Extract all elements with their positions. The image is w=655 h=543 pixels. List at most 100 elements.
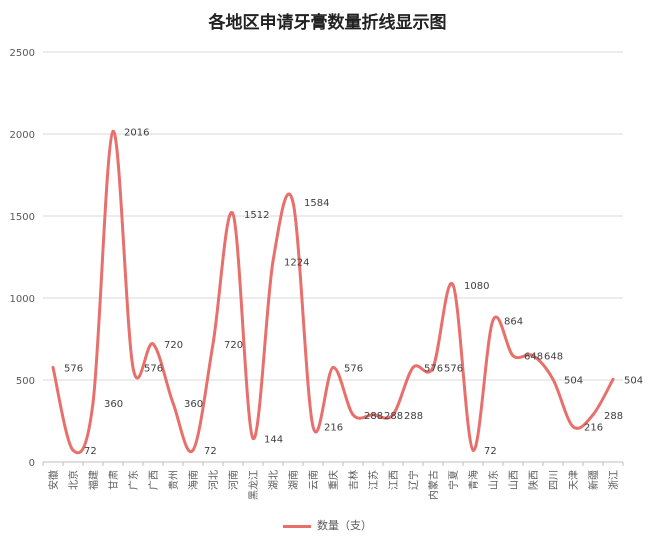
x-tick-label: 辽宁 <box>407 470 420 490</box>
data-point <box>251 436 255 440</box>
data-point <box>551 377 555 381</box>
x-tick-label: 北京 <box>67 470 80 490</box>
data-label: 360 <box>104 399 123 410</box>
data-point <box>71 448 75 452</box>
data-label: 648 <box>524 352 543 363</box>
data-point <box>291 200 295 204</box>
data-label: 576 <box>64 364 83 375</box>
x-tick-label: 甘肃 <box>107 470 120 490</box>
data-point <box>91 401 95 405</box>
x-tick-label: 安徽 <box>47 470 60 490</box>
x-tick-label: 江苏 <box>367 470 380 490</box>
y-tick-label: 1000 <box>10 294 35 305</box>
gridlines <box>43 51 623 463</box>
data-label: 648 <box>544 352 563 363</box>
x-tick-label: 贵州 <box>167 470 180 490</box>
series-layer <box>51 129 615 455</box>
x-tick-label: 吉林 <box>347 470 360 490</box>
x-tick-label: 云南 <box>307 470 320 490</box>
y-tick-label: 2500 <box>10 48 35 59</box>
data-label: 504 <box>564 375 583 386</box>
data-label: 2016 <box>124 127 149 138</box>
x-axis: 安徽 北京 福建 甘肃 广东 广西 贵州 海南 河北 河南 黑龙江 湖北 湖南 云南 重庆 吉林 江苏 江西 辽宁内… <box>42 462 624 500</box>
x-tick-label: 广东 <box>127 470 140 490</box>
x-tick-label: 海南 <box>187 470 200 490</box>
x-tick-label: 河北 <box>208 470 220 490</box>
y-axis: 0 500 1000 1500 2000 2500 <box>10 48 35 469</box>
data-label: 144 <box>264 434 283 445</box>
data-label: 1224 <box>284 257 309 268</box>
x-tick-label: 广西 <box>148 470 160 490</box>
x-tick-label: 江西 <box>388 470 400 490</box>
data-point <box>151 342 155 346</box>
data-label: 288 <box>384 411 403 422</box>
data-point <box>51 366 55 370</box>
y-tick-label: 1500 <box>10 212 35 223</box>
x-tick-label: 福建 <box>87 470 100 490</box>
data-label: 720 <box>224 340 243 351</box>
x-tick-label: 宁夏 <box>447 470 460 490</box>
data-label: 72 <box>484 446 497 457</box>
data-point <box>531 354 535 358</box>
legend-label: 数量（支） <box>317 519 372 532</box>
x-tick-label: 新疆 <box>587 470 600 490</box>
series-line <box>51 129 615 455</box>
data-point <box>371 413 375 417</box>
data-label: 576 <box>344 364 363 375</box>
data-point <box>331 366 335 370</box>
x-tick-label: 陕西 <box>527 470 540 490</box>
data-point <box>111 129 115 133</box>
y-tick-label: 500 <box>16 376 35 387</box>
legend-swatch <box>283 524 311 528</box>
x-tick-label: 河南 <box>227 470 240 490</box>
data-point <box>171 401 175 405</box>
data-label: 288 <box>364 411 383 422</box>
x-tick-label: 湖南 <box>287 470 300 490</box>
data-label: 216 <box>324 423 343 434</box>
x-tick-label: 黑龙江 <box>247 470 260 500</box>
data-point <box>611 377 615 381</box>
data-point <box>271 259 275 263</box>
x-tick-label: 山东 <box>487 470 500 490</box>
data-label: 216 <box>584 423 603 434</box>
data-point <box>591 413 595 417</box>
data-point <box>391 413 395 417</box>
data-labels: 576 72 360 2016 576 720 360 72 720 1512 144 1224 158… <box>64 127 643 457</box>
data-label: 288 <box>404 411 423 422</box>
data-point <box>571 425 575 429</box>
data-label: 1512 <box>244 210 269 221</box>
data-label: 1584 <box>304 198 329 209</box>
y-tick-label: 0 <box>29 458 35 469</box>
x-tick-label: 浙江 <box>608 470 620 490</box>
data-label: 576 <box>444 364 463 375</box>
data-label: 1080 <box>464 281 489 292</box>
data-point <box>211 342 215 346</box>
data-point <box>431 366 435 370</box>
data-label: 288 <box>604 411 623 422</box>
x-tick-label: 青海 <box>467 470 480 490</box>
data-point <box>511 354 515 358</box>
data-point <box>131 366 135 370</box>
data-point <box>231 212 235 216</box>
data-point <box>491 318 495 322</box>
data-point <box>351 413 355 417</box>
x-tick-label: 湖北 <box>268 470 280 490</box>
data-label: 72 <box>204 446 217 457</box>
data-point <box>451 283 455 287</box>
data-label: 504 <box>624 375 643 386</box>
data-label: 576 <box>144 364 163 375</box>
data-label: 360 <box>184 399 203 410</box>
data-point <box>411 366 415 370</box>
data-point <box>311 425 315 429</box>
x-tick-label: 天津 <box>568 470 580 490</box>
x-tick-label: 内蒙古 <box>427 470 440 500</box>
data-label: 576 <box>424 364 443 375</box>
x-tick-label: 重庆 <box>327 470 340 490</box>
chart-title: 各地区申请牙膏数量折线显示图 <box>208 13 447 33</box>
data-label: 720 <box>164 340 183 351</box>
x-tick-label: 山西 <box>508 470 520 490</box>
legend: 数量（支） <box>0 517 655 533</box>
data-point <box>191 448 195 452</box>
data-label: 72 <box>84 446 97 457</box>
